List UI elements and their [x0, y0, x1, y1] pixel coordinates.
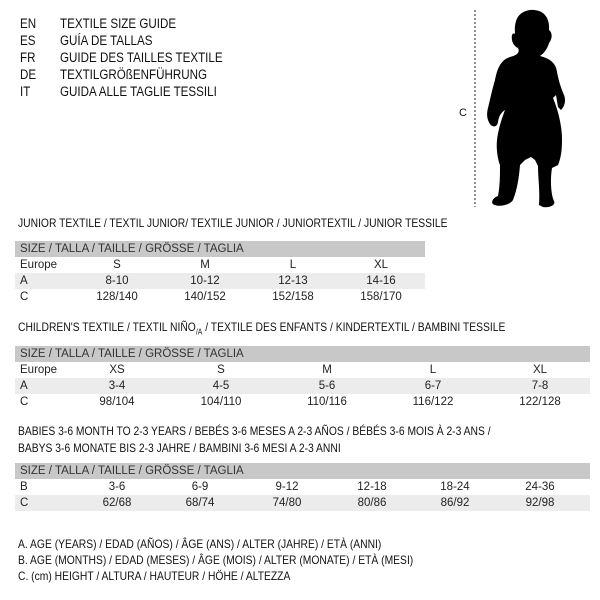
table-cell: 12-18	[357, 481, 387, 493]
table-cell: 3-4	[108, 380, 126, 392]
table-cell: M	[322, 364, 332, 376]
table-row: C 98/104 104/110 110/116 116/122 122/128	[15, 394, 590, 410]
junior-section-title: JUNIOR TEXTILE / TEXTIL JUNIOR/ TEXTILE …	[18, 216, 448, 230]
table-cell: 86/92	[440, 497, 470, 509]
table-cell: 6-9	[191, 481, 209, 493]
table-cell: 3-6	[108, 481, 126, 493]
title-text: CHILDREN'S TEXTILE / TEXTIL NIÑO	[18, 320, 196, 334]
junior-size-table: SIZE / TALLA / TAILLE / GRÖSSE / TAGLIA …	[15, 241, 425, 305]
table-cell: S	[217, 364, 225, 376]
table-row: C 62/68 68/74 74/80 80/86 86/92 92/98	[15, 495, 590, 511]
lang-title: TEXTILGRÖßENFÜHRUNG	[60, 67, 208, 82]
table-cell: 14-16	[366, 275, 396, 287]
row-label: B	[20, 481, 28, 493]
row-label: C	[20, 291, 29, 303]
table-row: C 128/140 140/152 152/158 158/170	[15, 289, 425, 305]
lang-code: DE	[20, 67, 37, 82]
row-label: Europe	[20, 259, 58, 271]
table-cell: 24-36	[525, 481, 555, 493]
table-cell: 6-7	[424, 380, 442, 392]
table-cell: 140/152	[184, 291, 226, 303]
lang-code: FR	[20, 50, 36, 65]
table-cell: 10-12	[190, 275, 220, 287]
table-header: SIZE / TALLA / TAILLE / GRÖSSE / TAGLIA	[15, 241, 425, 257]
table-cell: XL	[532, 364, 548, 376]
legend-item-b: B. AGE (MONTHS) / EDAD (MESES) / ÂGE (MO…	[18, 553, 414, 567]
table-cell: 68/74	[185, 497, 215, 509]
title-text: / TEXTILE DES ENFANTS / KINDERTEXTIL / B…	[202, 320, 506, 334]
table-cell: 7-8	[531, 380, 549, 392]
table-cell: 18-24	[440, 481, 470, 493]
table-cell: 98/104	[99, 396, 135, 408]
child-silhouette-icon	[487, 9, 565, 208]
babies-section-title-line2: BABYS 3-6 MONATE BIS 2-3 JAHRE / BAMBINI…	[18, 441, 341, 455]
table-cell: 128/140	[96, 291, 138, 303]
table-cell: XL	[373, 259, 389, 271]
table-cell: L	[289, 259, 297, 271]
table-cell: XS	[109, 364, 125, 376]
lang-code: IT	[20, 84, 31, 99]
row-label: A	[20, 275, 28, 287]
table-cell: S	[113, 259, 121, 271]
table-row: B 3-6 6-9 9-12 12-18 18-24 24-36	[15, 479, 590, 495]
table-cell: 92/98	[525, 497, 555, 509]
children-section-title: CHILDREN'S TEXTILE / TEXTIL NIÑO/A / TEX…	[18, 320, 505, 336]
height-measure-label: C	[459, 107, 467, 119]
row-label: A	[20, 380, 28, 392]
table-cell: 62/68	[102, 497, 132, 509]
legend-item-c: C. (cm) HEIGHT / ALTURA / HAUTEUR / HÖHE…	[18, 569, 291, 583]
table-cell: M	[200, 259, 210, 271]
table-cell: 8-10	[105, 275, 129, 287]
table-cell: 110/116	[307, 396, 347, 408]
table-row: Europe S M L XL	[15, 257, 425, 273]
table-cell: L	[429, 364, 437, 376]
lang-code: ES	[20, 33, 36, 48]
table-cell: 12-13	[278, 275, 308, 287]
lang-code: EN	[20, 16, 37, 31]
lang-title: GUIDE DES TAILLES TEXTILE	[60, 50, 223, 65]
table-row: Europe XS S M L XL	[15, 362, 590, 378]
table-cell: 4-5	[212, 380, 230, 392]
child-silhouette-figure	[474, 9, 565, 208]
table-cell: 74/80	[272, 497, 302, 509]
title-subscript: /A	[195, 327, 203, 337]
babies-section-title: BABIES 3-6 MONTH TO 2-3 YEARS / BEBÉS 3-…	[18, 424, 491, 438]
table-cell: 9-12	[275, 481, 299, 493]
row-label: C	[20, 396, 29, 408]
legend-item-a: A. AGE (YEARS) / EDAD (AÑOS) / ÂGE (ANS)…	[18, 537, 382, 551]
table-cell: 122/128	[519, 396, 561, 408]
table-cell: 158/170	[360, 291, 402, 303]
table-cell: 152/158	[272, 291, 314, 303]
table-cell: 80/86	[357, 497, 387, 509]
table-row: A 3-4 4-5 5-6 6-7 7-8	[15, 378, 590, 394]
table-cell: 116/122	[412, 396, 454, 408]
table-header: SIZE / TALLA / TAILLE / GRÖSSE / TAGLIA	[15, 346, 590, 362]
lang-title: TEXTILE SIZE GUIDE	[60, 16, 177, 31]
table-row: A 8-10 10-12 12-13 14-16	[15, 273, 425, 289]
table-cell: 104/110	[200, 396, 242, 408]
row-label: Europe	[20, 364, 58, 376]
table-header: SIZE / TALLA / TAILLE / GRÖSSE / TAGLIA	[15, 463, 590, 479]
table-cell: 5-6	[318, 380, 336, 392]
row-label: C	[20, 497, 29, 509]
babies-size-table: SIZE / TALLA / TAILLE / GRÖSSE / TAGLIA …	[15, 463, 590, 511]
lang-title: GUÍA DE TALLAS	[60, 33, 153, 48]
children-size-table: SIZE / TALLA / TAILLE / GRÖSSE / TAGLIA …	[15, 346, 590, 410]
lang-title: GUIDA ALLE TAGLIE TESSILI	[60, 84, 217, 99]
